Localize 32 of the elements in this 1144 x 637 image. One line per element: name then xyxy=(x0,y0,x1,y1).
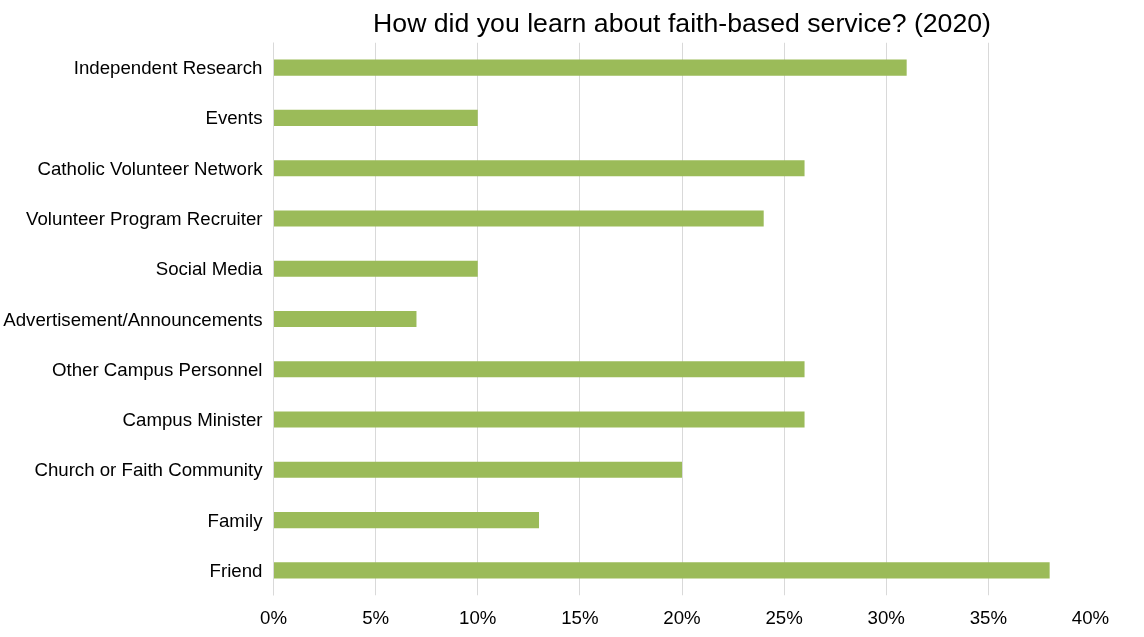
bar xyxy=(273,260,478,277)
x-tick-label: 35% xyxy=(969,606,1008,628)
bar xyxy=(273,512,540,529)
y-tick-label: Advertisement/Announcements xyxy=(3,308,263,330)
bar xyxy=(273,411,805,428)
bar xyxy=(273,210,764,227)
y-tick-label: Social Media xyxy=(155,258,264,280)
y-tick-label: Other Campus Personnel xyxy=(52,358,263,380)
x-tick-label: 40% xyxy=(1071,606,1110,628)
x-tick-label: 5% xyxy=(362,606,390,628)
y-tick-label: Volunteer Program Recruiter xyxy=(26,207,263,229)
x-tick-label: 30% xyxy=(867,606,905,628)
y-tick-label: Campus Minister xyxy=(122,409,263,431)
y-tick-label: Church or Faith Community xyxy=(34,459,264,481)
y-tick-label: Family xyxy=(207,509,264,531)
bar xyxy=(273,59,907,76)
y-tick-label: Friend xyxy=(209,559,263,581)
x-tick-label: 20% xyxy=(663,606,701,628)
bar xyxy=(273,109,478,126)
bar xyxy=(273,461,682,478)
x-tick-label: 10% xyxy=(459,606,497,628)
bar xyxy=(273,562,1050,579)
chart-title: How did you learn about faith-based service? (2020) xyxy=(373,7,991,38)
y-tick-label: Events xyxy=(205,107,263,129)
bar xyxy=(273,361,805,378)
x-tick-label: 15% xyxy=(561,606,599,628)
bar xyxy=(273,310,417,328)
x-tick-label: 0% xyxy=(260,606,287,628)
x-tick-label: 25% xyxy=(765,606,803,628)
y-tick-label: Catholic Volunteer Network xyxy=(37,157,264,179)
bar xyxy=(273,160,805,177)
y-tick-label: Independent Research xyxy=(73,57,263,79)
